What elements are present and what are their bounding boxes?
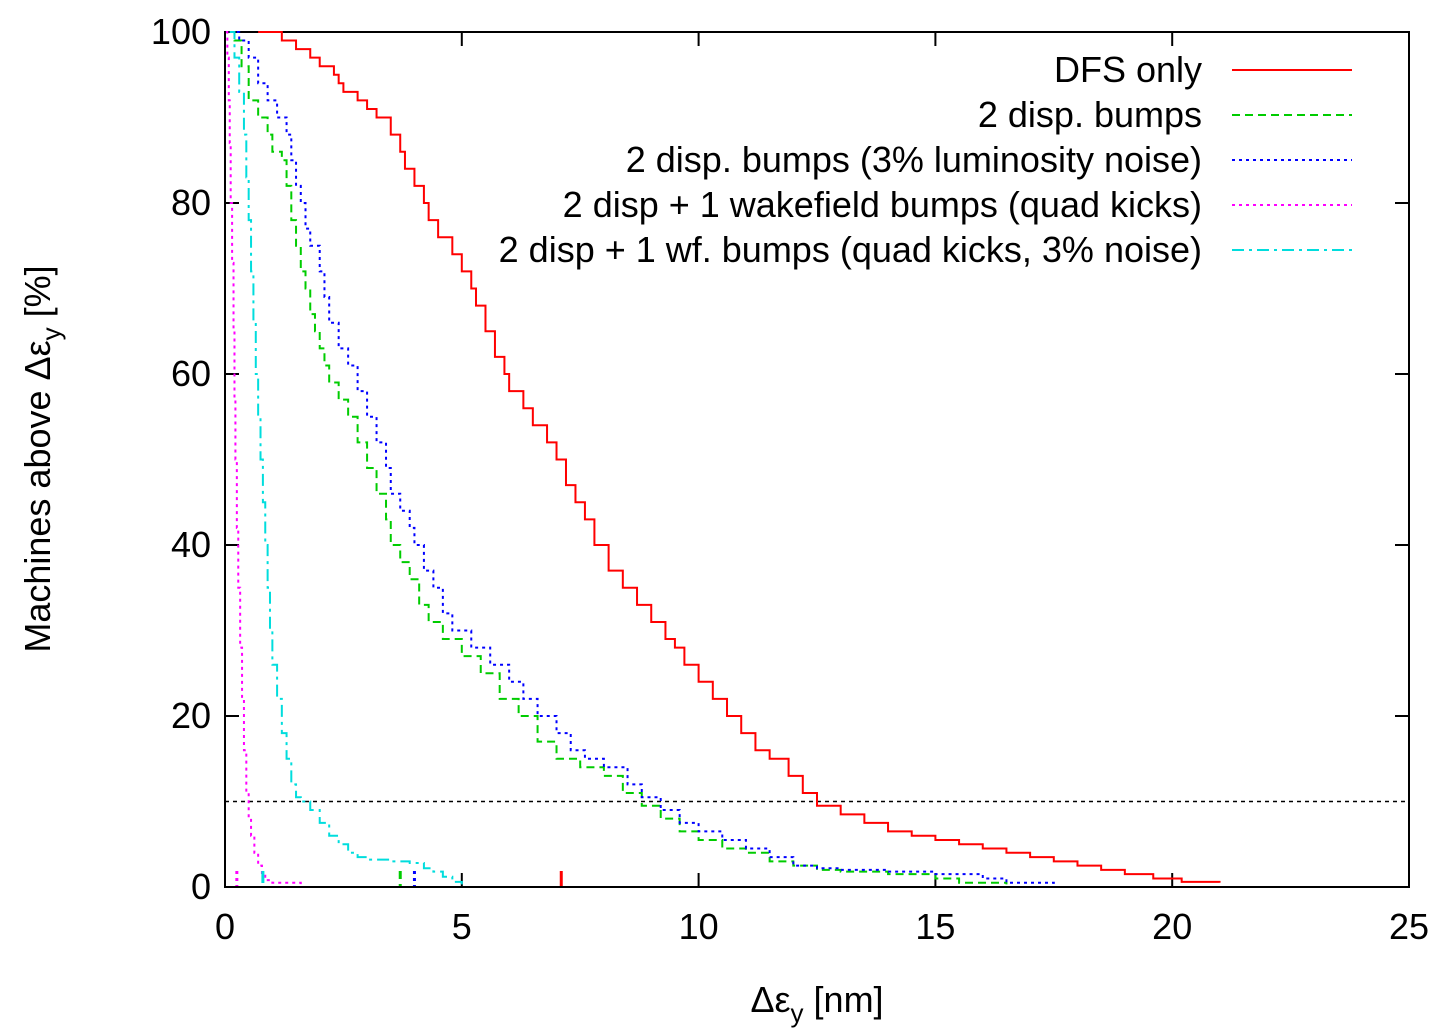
legend-label: 2 disp + 1 wakefield bumps (quad kicks) xyxy=(563,184,1202,225)
series-layer xyxy=(225,31,1221,885)
legend-label: 2 disp + 1 wf. bumps (quad kicks, 3% noi… xyxy=(499,229,1202,270)
legend-label: 2 disp. bumps xyxy=(978,94,1202,135)
x-tick-label: 20 xyxy=(1152,906,1192,947)
series-line xyxy=(229,31,463,885)
y-axis-title: Machines above Δεy [%] xyxy=(17,265,66,652)
y-tick-label: 80 xyxy=(171,182,211,223)
series-line xyxy=(225,31,302,885)
legend-label: 2 disp. bumps (3% luminosity noise) xyxy=(626,139,1202,180)
series-line xyxy=(258,31,1221,883)
y-tick-label: 40 xyxy=(171,524,211,565)
series-line xyxy=(229,31,1008,885)
legend-label: DFS only xyxy=(1054,49,1202,90)
x-tick-label: 5 xyxy=(452,906,472,947)
x-axis-title: Δεy [nm] xyxy=(750,979,883,1028)
median-markers xyxy=(235,871,563,886)
x-tick-label: 15 xyxy=(915,906,955,947)
x-tick-label: 25 xyxy=(1389,906,1429,947)
y-tick-label: 60 xyxy=(171,353,211,394)
plot-frame xyxy=(224,31,1410,888)
x-tick-label: 10 xyxy=(679,906,719,947)
y-tick-label: 20 xyxy=(171,695,211,736)
x-tick-label: 0 xyxy=(215,906,235,947)
y-tick-label: 100 xyxy=(151,11,211,52)
axis-ticks: 0 5 10 15 20 25 0 20 40 60 80 100 xyxy=(151,11,1429,947)
y-tick-label: 0 xyxy=(191,866,211,907)
